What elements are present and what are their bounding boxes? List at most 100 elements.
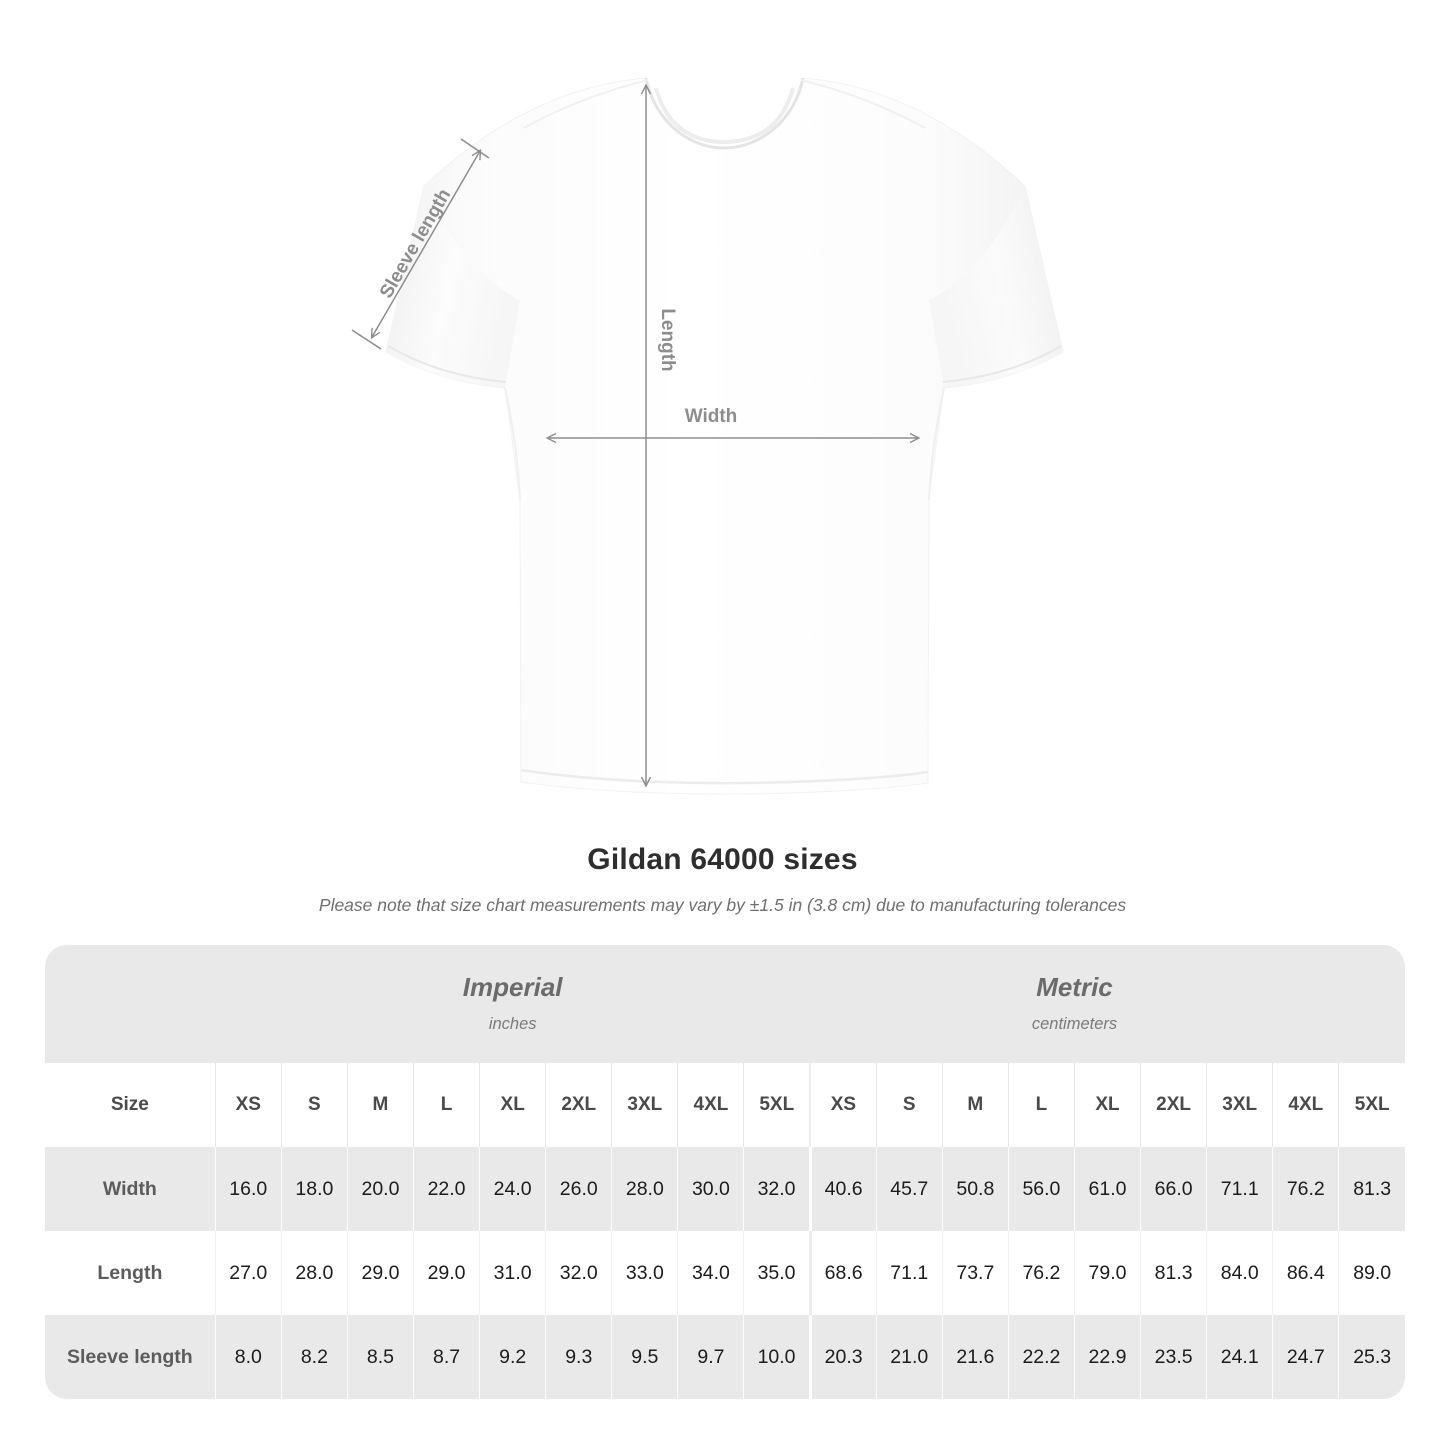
col-header-metric-3xl: 3XL	[1206, 1063, 1273, 1147]
cell-sleeve-imperial-xl: 9.2	[479, 1315, 546, 1399]
cell-sleeve-imperial-xs: 8.0	[214, 1315, 282, 1399]
cell-length-metric-xs: 68.6	[808, 1231, 877, 1315]
right-sleeve-hem	[942, 345, 1062, 383]
col-header-imperial-xs: XS	[214, 1063, 282, 1147]
size-header-label: Size	[45, 1063, 216, 1147]
tshirt-right-sleeve	[929, 186, 1063, 388]
collar-outer	[644, 77, 805, 150]
cell-length-imperial-2xl: 32.0	[545, 1231, 612, 1315]
table-row-sleeve-length: Sleeve length 8.0 8.2 8.5 8.7 9.2 9.3 9.…	[45, 1315, 1405, 1399]
cell-sleeve-imperial-5xl: 10.0	[743, 1315, 811, 1399]
size-chart-table-container: Imperial inches Metric centimeters Size …	[45, 945, 1405, 1399]
sleeve-length-cap-top	[460, 138, 490, 159]
cell-length-imperial-3xl: 33.0	[611, 1231, 678, 1315]
cell-width-imperial-xl: 24.0	[479, 1147, 546, 1231]
left-sleeve-hem	[387, 345, 507, 383]
imperial-system-label: Imperial	[462, 971, 563, 1002]
left-armhole-seam	[504, 387, 521, 501]
col-header-imperial-l: L	[413, 1063, 480, 1147]
length-label: Length	[657, 308, 678, 371]
banner-spacer-right	[1338, 945, 1405, 1063]
cell-length-imperial-l: 29.0	[413, 1231, 480, 1315]
cell-width-metric-2xl: 66.0	[1140, 1147, 1207, 1231]
cell-length-metric-s: 71.1	[875, 1231, 943, 1315]
imperial-unit-label: inches	[488, 1014, 537, 1033]
cell-length-imperial-s: 28.0	[280, 1231, 348, 1315]
cell-width-imperial-l: 22.0	[413, 1147, 480, 1231]
cell-sleeve-metric-l: 22.2	[1007, 1315, 1075, 1399]
col-header-imperial-xl: XL	[479, 1063, 546, 1147]
cell-sleeve-metric-m: 21.6	[941, 1315, 1009, 1399]
col-header-metric-4xl: 4XL	[1272, 1063, 1339, 1147]
cell-width-imperial-3xl: 28.0	[611, 1147, 678, 1231]
table-row-length: Length 27.0 28.0 29.0 29.0 31.0 32.0 33.…	[45, 1231, 1405, 1315]
col-header-metric-s: S	[875, 1063, 943, 1147]
table-row-width: Width 16.0 18.0 20.0 22.0 24.0 26.0 28.0…	[45, 1147, 1405, 1231]
cell-width-metric-4xl: 76.2	[1272, 1147, 1339, 1231]
cell-sleeve-metric-s: 21.0	[875, 1315, 943, 1399]
cell-length-metric-l: 76.2	[1007, 1231, 1075, 1315]
cell-length-metric-m: 73.7	[941, 1231, 1009, 1315]
col-header-imperial-3xl: 3XL	[611, 1063, 678, 1147]
unit-banner-row: Imperial inches Metric centimeters	[45, 945, 1405, 1063]
tolerance-note: Please note that size chart measurements…	[318, 895, 1127, 915]
cell-length-imperial-4xl: 34.0	[677, 1231, 744, 1315]
cell-width-metric-l: 56.0	[1007, 1147, 1075, 1231]
col-header-metric-2xl: 2XL	[1140, 1063, 1207, 1147]
right-armhole-seam	[928, 387, 945, 501]
cell-length-metric-4xl: 86.4	[1272, 1231, 1339, 1315]
cell-width-imperial-s: 18.0	[280, 1147, 348, 1231]
cell-sleeve-imperial-2xl: 9.3	[545, 1315, 612, 1399]
cell-sleeve-metric-xs: 20.3	[808, 1315, 877, 1399]
cell-sleeve-imperial-4xl: 9.7	[677, 1315, 744, 1399]
cell-sleeve-imperial-s: 8.2	[280, 1315, 348, 1399]
cell-length-imperial-m: 29.0	[346, 1231, 414, 1315]
metric-system-label: Metric	[1036, 971, 1113, 1002]
cell-width-metric-5xl: 81.3	[1338, 1147, 1405, 1231]
cell-length-metric-5xl: 89.0	[1338, 1231, 1405, 1315]
sleeve-length-arrow	[372, 151, 480, 337]
cell-sleeve-metric-5xl: 25.3	[1338, 1315, 1405, 1399]
banner-spacer	[45, 945, 216, 1063]
cell-length-metric-xl: 79.0	[1073, 1231, 1141, 1315]
cell-width-imperial-4xl: 30.0	[677, 1147, 744, 1231]
cell-width-imperial-m: 20.0	[346, 1147, 414, 1231]
size-header-row: Size XS S M L XL 2XL 3XL 4XL 5XL XS S M …	[45, 1063, 1405, 1147]
size-chart-table: Imperial inches Metric centimeters Size …	[45, 945, 1405, 1399]
row-label-sleeve-length: Sleeve length	[45, 1315, 216, 1399]
cell-sleeve-metric-xl: 22.9	[1073, 1315, 1141, 1399]
right-shoulder-seam	[800, 79, 926, 129]
col-header-imperial-m: M	[346, 1063, 414, 1147]
sleeve-length-cap-bottom	[351, 329, 382, 350]
width-annotation: Width	[548, 406, 918, 438]
col-header-metric-l: L	[1007, 1063, 1075, 1147]
page-title: Gildan 64000 sizes	[587, 843, 858, 876]
cell-sleeve-metric-4xl: 24.7	[1272, 1315, 1339, 1399]
cell-width-metric-s: 45.7	[875, 1147, 943, 1231]
col-header-imperial-s: S	[280, 1063, 348, 1147]
cell-width-metric-m: 50.8	[941, 1147, 1009, 1231]
cell-length-imperial-xs: 27.0	[214, 1231, 282, 1315]
col-header-metric-5xl: 5XL	[1338, 1063, 1405, 1147]
cell-width-metric-xl: 61.0	[1073, 1147, 1141, 1231]
imperial-group-banner: Imperial inches	[215, 945, 811, 1063]
row-label-width: Width	[45, 1147, 216, 1231]
col-header-metric-m: M	[941, 1063, 1009, 1147]
cell-length-metric-3xl: 84.0	[1206, 1231, 1273, 1315]
cell-sleeve-imperial-3xl: 9.5	[611, 1315, 678, 1399]
cell-sleeve-imperial-m: 8.5	[346, 1315, 414, 1399]
cell-width-imperial-5xl: 32.0	[743, 1147, 811, 1231]
col-header-imperial-4xl: 4XL	[677, 1063, 744, 1147]
cell-width-metric-xs: 40.6	[808, 1147, 877, 1231]
cell-sleeve-metric-3xl: 24.1	[1206, 1315, 1273, 1399]
metric-unit-label: centimeters	[1031, 1014, 1118, 1033]
cell-length-imperial-xl: 31.0	[479, 1231, 546, 1315]
col-header-imperial-5xl: 5XL	[743, 1063, 811, 1147]
metric-group-banner: Metric centimeters	[810, 945, 1339, 1063]
cell-length-imperial-5xl: 35.0	[743, 1231, 811, 1315]
cell-width-imperial-xs: 16.0	[214, 1147, 282, 1231]
cell-width-imperial-2xl: 26.0	[545, 1147, 612, 1231]
cell-width-metric-3xl: 71.1	[1206, 1147, 1273, 1231]
row-label-length: Length	[45, 1231, 216, 1315]
tshirt-body	[385, 77, 1064, 795]
